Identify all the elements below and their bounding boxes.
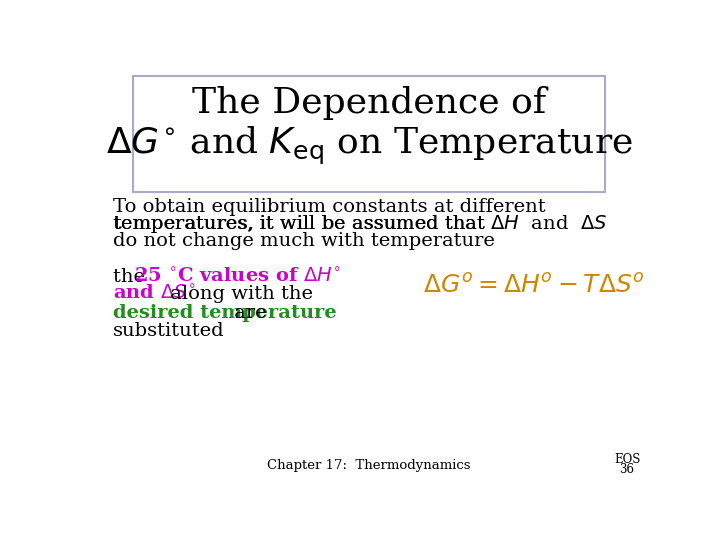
Text: To obtain equilibrium constants at different: To obtain equilibrium constants at diffe… (113, 198, 546, 216)
Text: $\Delta G^{\circ}$ and $K_{\rm eq}$ on Temperature: $\Delta G^{\circ}$ and $K_{\rm eq}$ on T… (106, 125, 632, 167)
Text: do not change much with temperature: do not change much with temperature (113, 232, 495, 250)
Text: along with the: along with the (164, 285, 313, 303)
Text: are: are (228, 303, 266, 322)
FancyBboxPatch shape (132, 76, 606, 192)
Text: temperatures, it will be assumed that: temperatures, it will be assumed that (113, 215, 491, 233)
Text: The Dependence of: The Dependence of (192, 86, 546, 120)
Text: temperatures, it will be assumed that $\Delta H$  and  $\Delta S$: temperatures, it will be assumed that $\… (113, 213, 608, 235)
Text: desired temperature: desired temperature (113, 303, 337, 322)
Text: the: the (113, 267, 151, 286)
Text: substituted: substituted (113, 322, 225, 340)
Text: 25 $^{\circ}$C values of $\Delta H^{\circ}$: 25 $^{\circ}$C values of $\Delta H^{\cir… (134, 267, 341, 286)
Text: 36: 36 (620, 463, 634, 476)
Text: and $\Delta S^{\circ}$: and $\Delta S^{\circ}$ (113, 285, 196, 304)
Text: $\Delta G^{o} = \Delta H^{o} - T\Delta S^{o}$: $\Delta G^{o} = \Delta H^{o} - T\Delta S… (423, 274, 645, 298)
Text: Chapter 17:  Thermodynamics: Chapter 17: Thermodynamics (267, 458, 471, 472)
Text: EOS: EOS (614, 453, 640, 467)
